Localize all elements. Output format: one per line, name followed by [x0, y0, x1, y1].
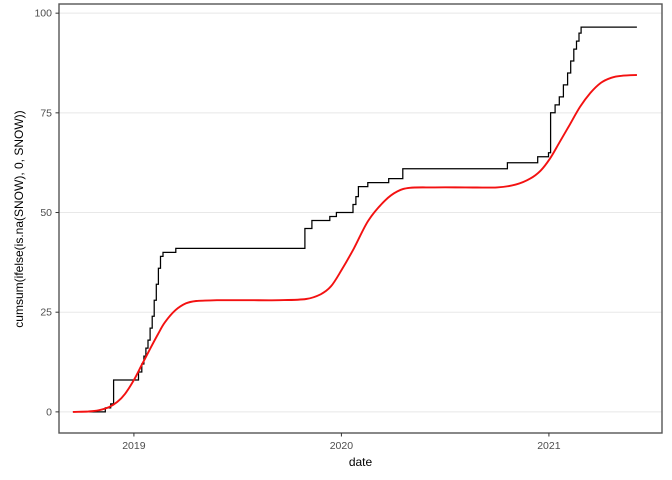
x-tick-label-2021: 2021 [537, 440, 561, 452]
y-tick-label-75: 75 [40, 107, 52, 119]
y-axis-title: cumsum(ifelse(is.na(SNOW), 0, SNOW)) [12, 110, 26, 328]
x-tick-label-2019: 2019 [122, 440, 146, 452]
y-tick-label-0: 0 [46, 406, 52, 418]
y-tick-label-50: 50 [40, 207, 52, 219]
smooth-trend-line [72, 74, 637, 413]
axis-tick-labels: 0 25 50 75 100 2019 2020 2021 [34, 8, 560, 452]
data-series [72, 26, 637, 413]
gridlines [59, 12, 662, 413]
axis-ticks [55, 12, 550, 437]
y-tick-label-100: 100 [34, 8, 52, 20]
panel-background [59, 4, 662, 433]
x-tick-label-2020: 2020 [330, 440, 354, 452]
cumulative-snow-step-line [72, 26, 637, 413]
x-axis-title: date [348, 455, 373, 469]
y-tick-label-25: 25 [40, 307, 52, 319]
panel-border [58, 3, 663, 434]
